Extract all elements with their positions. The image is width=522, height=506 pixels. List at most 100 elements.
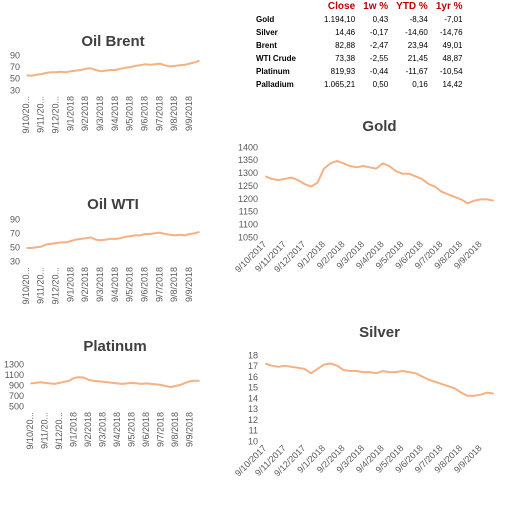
cell: -0,44 — [369, 67, 389, 76]
y-tick-label: 70 — [10, 228, 20, 238]
y-tick-label: 1200 — [238, 194, 258, 204]
row-name: WTI Crude — [256, 54, 296, 63]
cell: 48,87 — [442, 54, 463, 63]
x-tick-label: 9/2/2018 — [80, 96, 90, 131]
x-tick-label: 9/2/2018 — [80, 267, 90, 302]
cell: -8,34 — [409, 15, 428, 24]
y-tick-label: 50 — [10, 74, 20, 84]
y-tick-label: 13 — [248, 404, 258, 414]
table-row: Palladium 1.065,21 0,50 0,16 14,42 — [252, 78, 467, 91]
y-tick-label: 900 — [9, 380, 24, 390]
cell: 14,46 — [335, 28, 356, 37]
y-tick-label: 10 — [248, 436, 258, 446]
x-tick-label: 9/6/2018 — [141, 412, 151, 447]
cell: 1.194,10 — [324, 15, 356, 24]
table-row: WTI Crude 73,38 -2,55 21,45 48,87 — [252, 52, 467, 65]
column-header: 1yr % — [435, 1, 463, 12]
x-tick-label: 9/5/2018 — [125, 96, 135, 131]
x-tick-label: 9/8/2018 — [169, 267, 179, 302]
chart-title: Platinum — [83, 338, 146, 355]
y-tick-label: 1100 — [239, 220, 258, 230]
table-row: Gold 1.194,10 0,43 -8,34 -7,01 — [252, 13, 467, 26]
x-tick-label: 9/3/2018 — [97, 412, 107, 447]
cell: 82,88 — [335, 41, 356, 50]
cell: 819,93 — [330, 67, 356, 76]
x-tick-label: 9/7/2018 — [154, 267, 164, 302]
x-tick-label: 9/9/2018 — [184, 96, 194, 131]
x-tick-label: 9/10/20... — [21, 267, 31, 305]
y-tick-label: 1300 — [4, 359, 24, 369]
price-line — [30, 376, 200, 389]
x-tick-label: 9/3/2018 — [95, 96, 105, 131]
x-tick-label: 9/9/2018 — [184, 412, 194, 447]
cell: -14,76 — [439, 28, 463, 37]
chart-title: Gold — [362, 118, 396, 135]
cell: 21,45 — [407, 54, 428, 63]
price-line — [26, 230, 200, 249]
y-tick-label: 90 — [10, 214, 20, 224]
x-tick-label: 9/1/2018 — [65, 96, 75, 131]
cell: 1.065,21 — [324, 80, 356, 89]
y-tick-label: 1050 — [238, 232, 258, 242]
x-tick-label: 9/7/2018 — [154, 96, 164, 131]
x-tick-label: 9/10/20... — [25, 412, 35, 450]
y-tick-label: 500 — [9, 401, 24, 411]
x-tick-label: 9/8/2018 — [170, 412, 180, 447]
y-tick-label: 12 — [248, 415, 258, 425]
x-tick-label: 9/1/2018 — [65, 267, 75, 302]
x-tick-label: 9/4/2018 — [112, 412, 122, 447]
cell: -14,60 — [405, 28, 428, 37]
cell: -2,55 — [369, 54, 389, 63]
x-tick-label: 9/5/2018 — [126, 412, 136, 447]
y-tick-label: 1300 — [238, 168, 258, 178]
y-tick-label: 50 — [10, 242, 20, 252]
y-tick-label: 14 — [248, 393, 258, 403]
y-tick-label: 17 — [248, 361, 258, 371]
row-name: Silver — [256, 28, 278, 37]
x-tick-label: 9/2/2018 — [83, 412, 93, 447]
column-header: 1w % — [363, 1, 389, 12]
x-tick-label: 9/3/2018 — [95, 267, 105, 302]
y-tick-label: 1100 — [5, 370, 24, 380]
column-header: YTD % — [396, 1, 428, 12]
x-tick-label: 9/9/2018 — [184, 267, 194, 302]
x-tick-label: 9/6/2018 — [140, 267, 150, 302]
column-header: Close — [327, 1, 356, 12]
cell: 14,42 — [442, 80, 463, 89]
price-line — [26, 59, 200, 77]
x-tick-label: 9/12/20... — [51, 267, 61, 305]
y-tick-label: 1400 — [238, 142, 258, 152]
y-tick-label: 1250 — [238, 181, 258, 191]
cell: -11,67 — [405, 67, 428, 76]
y-tick-label: 15 — [248, 383, 258, 393]
header-row: Close 1w % YTD % 1yr % — [252, 0, 467, 13]
cell: 0,43 — [372, 15, 389, 24]
x-tick-label: 9/12/20... — [54, 412, 64, 450]
row-name: Gold — [256, 15, 275, 24]
x-tick-label: 9/10/20... — [21, 96, 31, 134]
y-tick-label: 30 — [10, 256, 20, 266]
x-tick-label: 9/1/2018 — [68, 412, 78, 447]
x-tick-label: 9/11/20... — [36, 96, 46, 133]
y-tick-label: 16 — [248, 372, 258, 382]
cell: 49,01 — [442, 41, 463, 50]
cell: 23,94 — [407, 41, 428, 50]
y-tick-label: 90 — [10, 50, 20, 60]
table-row: Brent 82,88 -2,47 23,94 49,01 — [252, 39, 467, 52]
y-tick-label: 700 — [9, 391, 24, 401]
x-tick-label: 9/11/20... — [36, 267, 46, 304]
chart-title: Silver — [359, 324, 400, 341]
x-tick-label: 9/4/2018 — [110, 96, 120, 131]
x-tick-label: 9/11/20... — [39, 412, 49, 449]
x-tick-label: 9/6/2018 — [140, 96, 150, 131]
y-tick-label: 11 — [249, 426, 258, 436]
cell: -10,54 — [439, 67, 463, 76]
row-name: Platinum — [256, 67, 290, 76]
row-name: Brent — [256, 41, 277, 50]
cell: -7,01 — [444, 15, 463, 24]
table-row: Platinum 819,93 -0,44 -11,67 -10,54 — [252, 65, 467, 78]
cell: -0,17 — [369, 28, 389, 37]
chart-title: Oil Brent — [81, 33, 144, 50]
